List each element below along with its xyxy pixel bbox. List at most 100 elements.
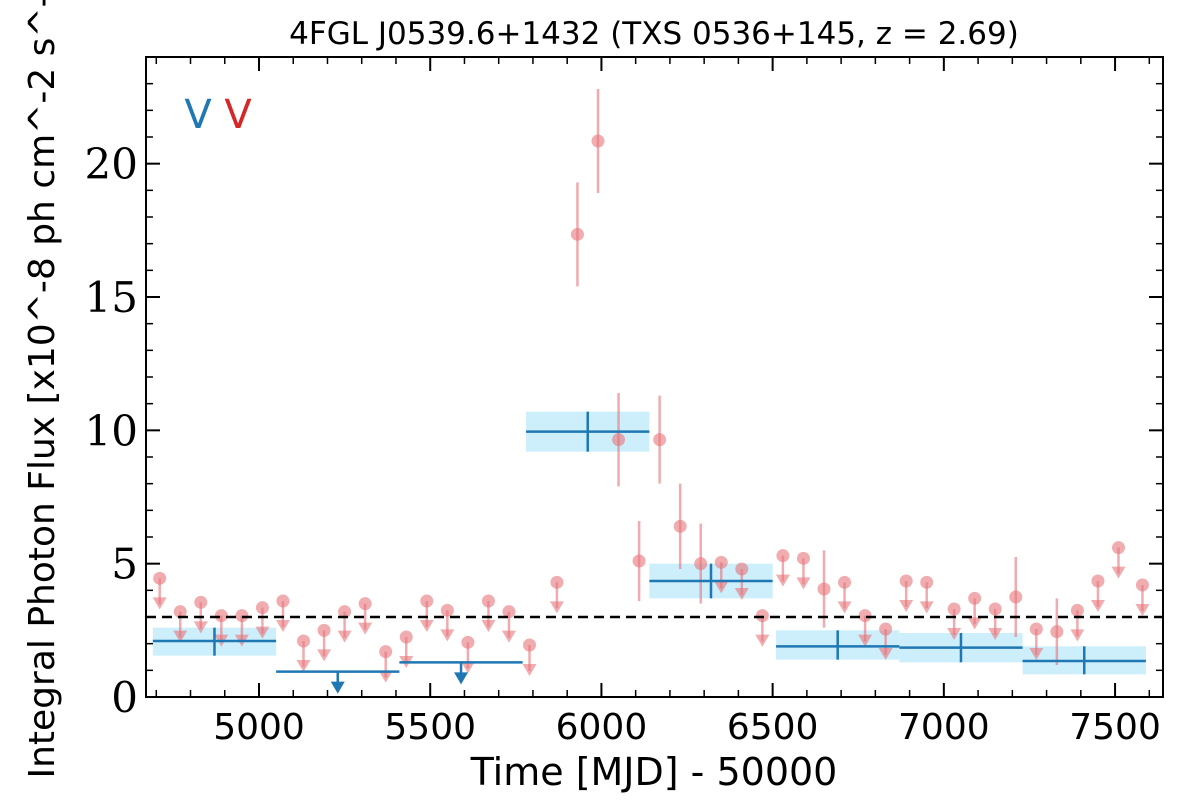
- short-bin-ul-arrow: [919, 601, 934, 614]
- short-bin-point: [612, 433, 626, 447]
- short-bin-ul-arrow: [193, 621, 208, 634]
- short-bin-ul-point: [735, 562, 749, 576]
- short-bin-ul-arrow: [152, 597, 167, 610]
- short-bin-ul-point: [1111, 541, 1125, 555]
- short-bin-ul-point: [988, 602, 1002, 616]
- short-bin-ul-arrow: [440, 629, 455, 642]
- short-bin-ul-arrow: [1090, 600, 1105, 612]
- short-bin-ul-point: [379, 645, 393, 659]
- short-bin-ul-arrow: [501, 630, 516, 643]
- short-bin-point: [817, 582, 831, 596]
- short-bin-ul-point: [523, 638, 537, 652]
- long-bin-ul-arrow: [330, 681, 345, 694]
- short-bin-ul-arrow: [358, 622, 373, 635]
- short-bin-point: [1009, 590, 1023, 604]
- short-bin-ul-arrow: [1070, 629, 1085, 642]
- short-bin-ul-point: [550, 575, 564, 589]
- short-bin-ul-point: [481, 594, 495, 608]
- short-bin-ul-point: [899, 574, 913, 588]
- short-bin-ul-point: [879, 622, 893, 636]
- short-bin-ul-arrow: [481, 620, 496, 632]
- short-bin-ul-point: [358, 597, 372, 611]
- x-tick-label: 7000: [898, 707, 990, 748]
- short-bin-ul-point: [214, 609, 228, 623]
- short-bin-ul-arrow: [419, 620, 434, 632]
- plot-frame: [145, 56, 1164, 698]
- short-bin-ul-point: [461, 635, 475, 649]
- y-tick-label: 5: [111, 540, 138, 589]
- x-tick-label: 5500: [384, 707, 476, 748]
- short-bin-ul-arrow: [714, 581, 729, 594]
- short-bin-ul-point: [399, 630, 413, 644]
- x-tick-label: 6000: [556, 707, 648, 748]
- short-bin-point: [632, 554, 646, 568]
- short-bin-ul-arrow: [296, 660, 311, 672]
- short-bin-ul-point: [858, 609, 872, 623]
- short-bin-ul-arrow: [775, 574, 790, 587]
- marker-label: V: [184, 92, 212, 138]
- short-bin-point: [591, 134, 605, 148]
- short-bin-ul-arrow: [988, 628, 1003, 640]
- short-bin-ul-arrow: [255, 626, 270, 639]
- short-bin-ul-point: [714, 555, 728, 569]
- short-bin-point: [653, 433, 667, 447]
- short-bin-ul-arrow: [734, 588, 749, 600]
- short-bin-ul-point: [838, 575, 852, 589]
- x-axis-label: Time [MJD] - 50000: [470, 750, 838, 794]
- short-bin-point: [1050, 625, 1064, 639]
- short-bin-ul-arrow: [947, 628, 962, 640]
- y-tick-label: 20: [85, 140, 138, 189]
- x-tick-label: 7500: [1069, 707, 1161, 748]
- short-bin-ul-point: [968, 591, 982, 605]
- long-bin-ul-arrow: [454, 672, 469, 685]
- short-bin-ul-point: [235, 609, 249, 623]
- y-tick-label: 0: [111, 673, 138, 722]
- short-bin-ul-point: [1029, 622, 1043, 636]
- short-bin-point: [570, 227, 584, 241]
- short-bin-point: [673, 519, 687, 533]
- short-bin-ul-point: [338, 605, 352, 619]
- x-tick-label: 5000: [213, 707, 305, 748]
- short-bin-ul-arrow: [378, 670, 393, 683]
- short-bin-ul-point: [276, 594, 290, 608]
- short-bin-ul-point: [194, 595, 208, 609]
- short-bin-ul-point: [920, 575, 934, 589]
- short-bin-ul-point: [317, 623, 331, 637]
- short-bin-ul-arrow: [549, 601, 564, 614]
- y-axis-label: Integral Photon Flux [x10^-8 ph cm^-2 s^…: [22, 0, 63, 779]
- short-bin-ul-arrow: [1111, 566, 1126, 579]
- y-tick-label: 10: [85, 406, 138, 455]
- marker-label: V: [224, 92, 252, 138]
- short-bin-ul-arrow: [878, 648, 893, 660]
- short-bin-ul-point: [153, 571, 167, 585]
- short-bin-ul-arrow: [275, 620, 290, 632]
- short-bin-ul-arrow: [899, 600, 914, 612]
- short-bin-ul-point: [420, 594, 434, 608]
- short-bin-ul-point: [255, 601, 269, 615]
- short-bin-ul-point: [1135, 578, 1149, 592]
- short-bin-ul-arrow: [173, 630, 188, 643]
- short-bin-ul-point: [173, 605, 187, 619]
- short-bin-ul-arrow: [755, 634, 770, 647]
- short-bin-ul-point: [755, 609, 769, 623]
- short-bin-ul-arrow: [1135, 604, 1150, 616]
- short-bin-ul-arrow: [460, 661, 475, 674]
- chart-title: 4FGL J0539.6+1432 (TXS 0536+145, z = 2.6…: [289, 16, 1019, 52]
- short-bin-ul-arrow: [858, 634, 873, 647]
- short-bin-ul-arrow: [796, 577, 811, 590]
- short-bin-ul-point: [947, 602, 961, 616]
- short-bin-ul-arrow: [967, 617, 982, 630]
- x-tick-label: 6500: [727, 707, 819, 748]
- short-bin-ul-arrow: [837, 601, 852, 614]
- short-bin-ul-arrow: [317, 649, 332, 662]
- short-bin-ul-point: [440, 603, 454, 617]
- short-bin-ul-point: [776, 549, 790, 563]
- short-bin-ul-arrow: [337, 630, 352, 643]
- short-bin-ul-point: [502, 605, 516, 619]
- y-tick-label: 15: [85, 273, 138, 322]
- short-bin-ul-arrow: [1029, 648, 1044, 660]
- short-bin-ul-point: [796, 551, 810, 565]
- short-bin-ul-arrow: [522, 664, 537, 676]
- short-bin-ul-point: [297, 634, 311, 648]
